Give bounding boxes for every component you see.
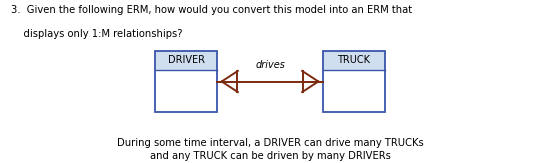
Text: and any TRUCK can be driven by many DRIVERs: and any TRUCK can be driven by many DRIV… bbox=[150, 151, 390, 161]
Text: displays only 1:M relationships?: displays only 1:M relationships? bbox=[11, 29, 183, 39]
Bar bbox=[156, 70, 217, 112]
Bar bbox=[156, 51, 217, 112]
Text: 3.  Given the following ERM, how would you convert this model into an ERM that: 3. Given the following ERM, how would yo… bbox=[11, 5, 412, 15]
Text: DRIVER: DRIVER bbox=[168, 55, 205, 65]
Bar bbox=[323, 70, 384, 112]
Text: drives: drives bbox=[255, 60, 285, 70]
Bar bbox=[323, 51, 384, 70]
Text: TRUCK: TRUCK bbox=[337, 55, 370, 65]
Text: During some time interval, a DRIVER can drive many TRUCKs: During some time interval, a DRIVER can … bbox=[117, 138, 423, 148]
Bar bbox=[323, 51, 384, 112]
Bar bbox=[156, 51, 217, 70]
